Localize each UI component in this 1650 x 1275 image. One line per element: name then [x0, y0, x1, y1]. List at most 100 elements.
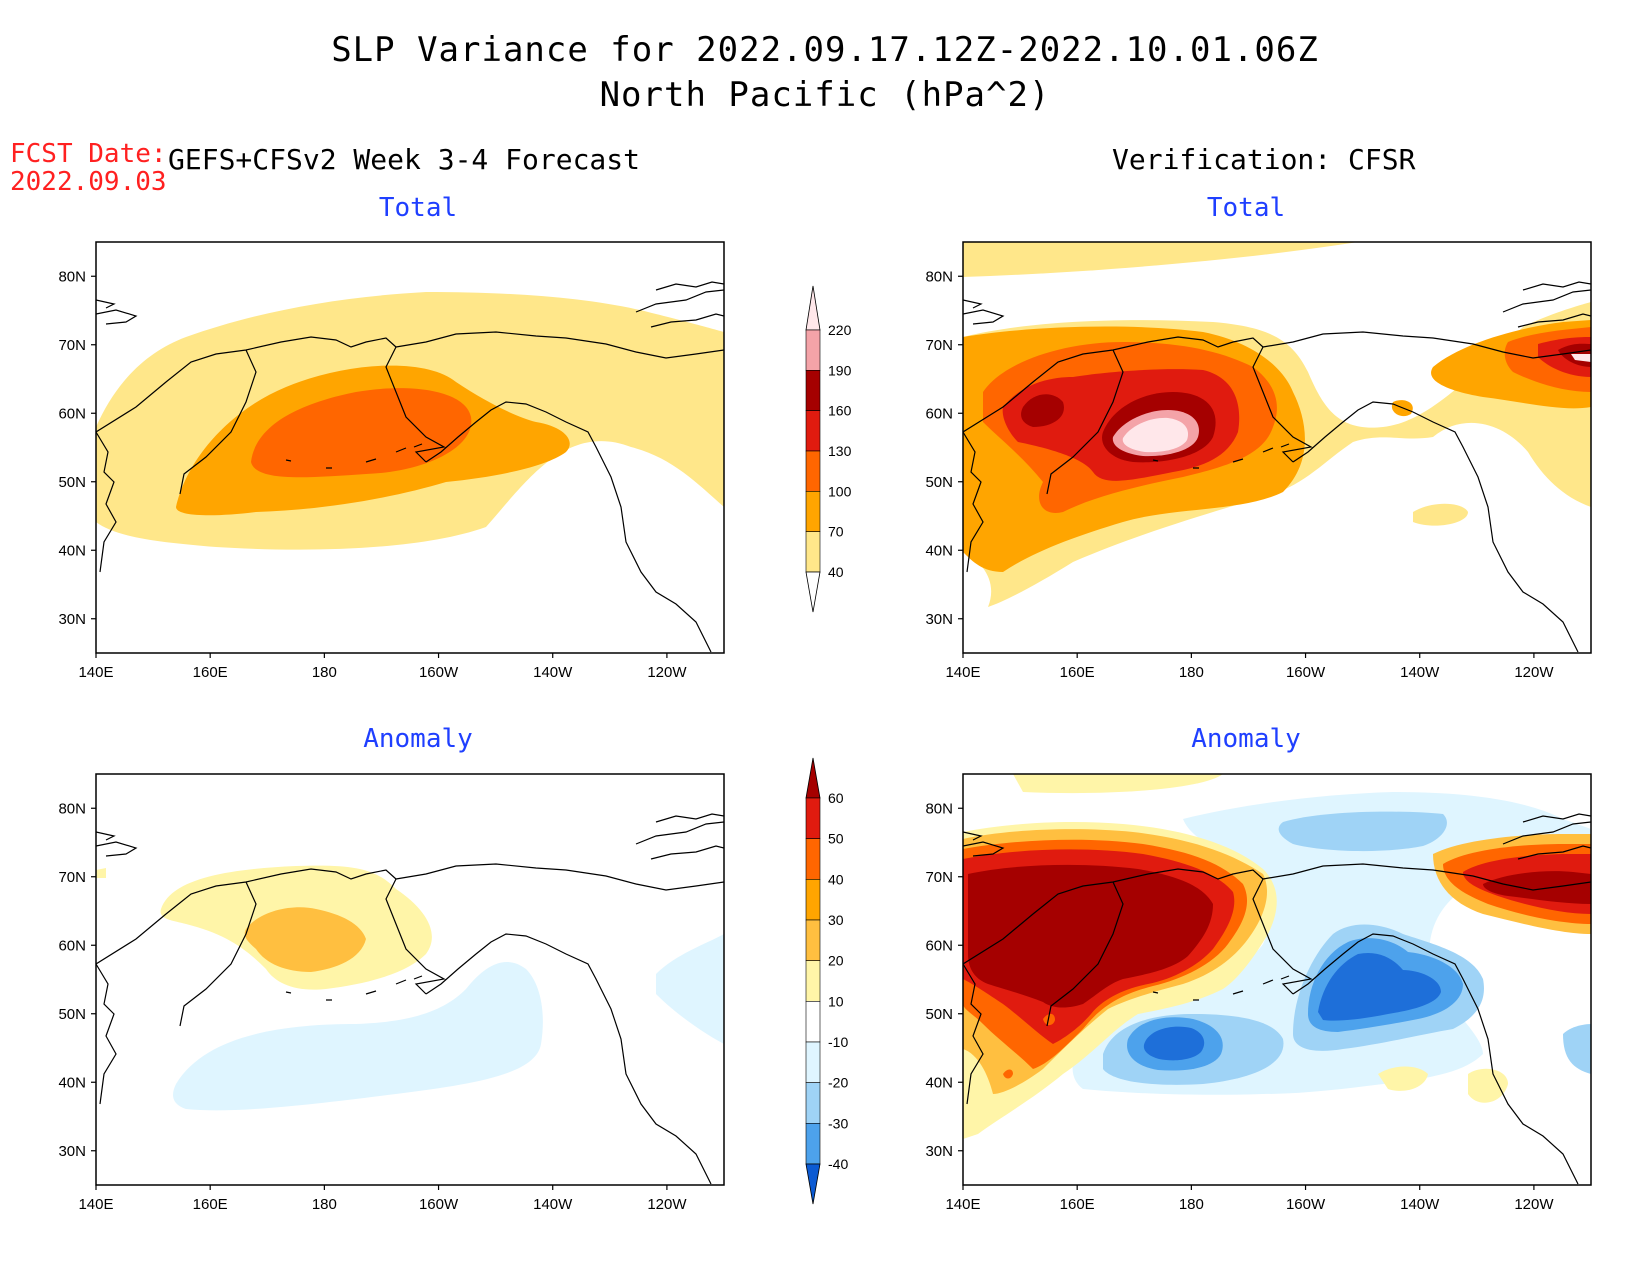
contour-100 — [251, 388, 472, 478]
lat-label: 40N — [925, 542, 953, 559]
forecast-column-header: GEFS+CFSv2 Week 3-4 Forecast — [168, 143, 641, 176]
colorbar-bottom-triangle — [805, 571, 821, 613]
colorbar-swatch — [805, 531, 821, 573]
lon-label: 120W — [647, 664, 687, 681]
lat-label: 60N — [925, 405, 953, 422]
colorbar-swatch — [805, 960, 821, 1002]
colorbar-swatch — [805, 1082, 821, 1124]
colorbar-label: -20 — [828, 1075, 848, 1091]
lon-label: 140W — [1400, 664, 1440, 681]
colorbar-swatch — [805, 450, 821, 492]
colorbar-label: 50 — [828, 831, 844, 847]
lon-label: 140E — [945, 1196, 980, 1213]
lon-label: 140W — [533, 664, 573, 681]
colorbar-label: 220 — [828, 322, 852, 338]
lon-label: 140E — [78, 1196, 113, 1213]
lat-label: 30N — [58, 611, 86, 628]
colorbar-label: 60 — [828, 790, 844, 806]
colorbar-swatch — [805, 1123, 821, 1165]
colorbar-swatch — [805, 329, 821, 371]
forecast-anomaly-map — [96, 774, 724, 1185]
verification-anomaly-frame — [962, 773, 1592, 1186]
colorbar-label: -10 — [828, 1034, 848, 1050]
lon-label: 120W — [647, 1196, 687, 1213]
colorbar-swatch — [805, 370, 821, 411]
colorbar-label: 70 — [828, 524, 844, 540]
lat-label: 50N — [925, 1006, 953, 1023]
colorbar-label: 100 — [828, 483, 852, 499]
verification-total-frame — [962, 241, 1592, 654]
verification-anomaly-subtitle: Anomaly — [1191, 724, 1301, 754]
colorbar-swatch — [805, 1041, 821, 1083]
lon-label: 180 — [1179, 1196, 1204, 1213]
lat-label: 80N — [58, 800, 86, 817]
lon-label: 180 — [312, 664, 337, 681]
colorbar-swatch — [805, 797, 821, 839]
lat-label: 50N — [925, 474, 953, 491]
lon-label: 120W — [1514, 664, 1554, 681]
colorbar-label: 160 — [828, 403, 852, 419]
colorbar-top-triangle — [805, 757, 821, 799]
forecast-total-frame — [95, 241, 725, 654]
forecast-date-value: 2022.09.03 — [10, 167, 167, 197]
colorbar-label: -40 — [828, 1156, 848, 1172]
colorbar-top-triangle — [805, 285, 821, 331]
verification-anomaly-map — [963, 774, 1591, 1185]
verification-total-subtitle: Total — [1206, 193, 1286, 223]
lat-label: 40N — [58, 1074, 86, 1091]
forecast-total-map — [96, 242, 724, 653]
forecast-anomaly-subtitle: Anomaly — [363, 724, 473, 754]
lon-label: 140W — [1400, 1196, 1440, 1213]
lat-label: 50N — [58, 474, 86, 491]
main-subtitle: North Pacific (hPa^2) — [599, 75, 1051, 115]
lat-label: 60N — [925, 937, 953, 954]
lat-label: 60N — [58, 937, 86, 954]
lon-label: 160W — [419, 664, 459, 681]
lat-label: 50N — [58, 1006, 86, 1023]
lat-label: 70N — [58, 337, 86, 354]
lon-label: 180 — [1179, 664, 1204, 681]
colorbar-swatch — [805, 919, 821, 961]
verification-total-map — [963, 242, 1591, 653]
lon-label: 140E — [945, 664, 980, 681]
lat-label: 40N — [925, 1074, 953, 1091]
total-colorbar: 220 190 160 130 100 70 40 — [805, 285, 852, 613]
colorbar-label: 20 — [828, 953, 844, 969]
colorbar-swatch — [805, 410, 821, 452]
main-title: SLP Variance for 2022.09.17.12Z-2022.10.… — [331, 30, 1319, 70]
lon-label: 140E — [78, 664, 113, 681]
lat-label: 40N — [58, 542, 86, 559]
verification-column-header: Verification: CFSR — [1112, 143, 1416, 176]
colorbar-swatch — [805, 1001, 821, 1043]
lon-label: 120W — [1514, 1196, 1554, 1213]
lon-label: 160E — [1060, 1196, 1095, 1213]
forecast-date-label: FCST Date: — [10, 139, 167, 169]
lon-label: 180 — [312, 1196, 337, 1213]
lat-label: 60N — [58, 405, 86, 422]
colorbar-label: 40 — [828, 871, 844, 887]
lat-label: 30N — [925, 1143, 953, 1160]
lon-label: 160W — [1286, 1196, 1326, 1213]
lat-label: 30N — [58, 1143, 86, 1160]
colorbar-label: 190 — [828, 362, 852, 378]
lat-label: 80N — [925, 800, 953, 817]
lat-label: 70N — [925, 869, 953, 886]
colorbar-label: -30 — [828, 1115, 848, 1131]
colorbar-swatch — [805, 838, 821, 880]
colorbar-bottom-triangle — [805, 1163, 821, 1205]
forecast-anomaly-frame — [95, 773, 725, 1186]
map-axes: 80N 70N 60N 50N 40N 30N 140E 160E 180 160W 140W 120… — [58, 268, 1554, 1213]
forecast-total-subtitle: Total — [378, 193, 458, 223]
lat-label: 80N — [925, 268, 953, 285]
lat-label: 70N — [58, 869, 86, 886]
lon-label: 160E — [193, 664, 228, 681]
lat-label: 30N — [925, 611, 953, 628]
lon-label: 140W — [533, 1196, 573, 1213]
colorbar-label: 10 — [828, 993, 844, 1009]
colorbar-label: 40 — [828, 564, 844, 580]
lat-label: 80N — [58, 268, 86, 285]
lon-label: 160W — [419, 1196, 459, 1213]
colorbar-swatch — [805, 879, 821, 921]
lon-label: 160E — [1060, 664, 1095, 681]
